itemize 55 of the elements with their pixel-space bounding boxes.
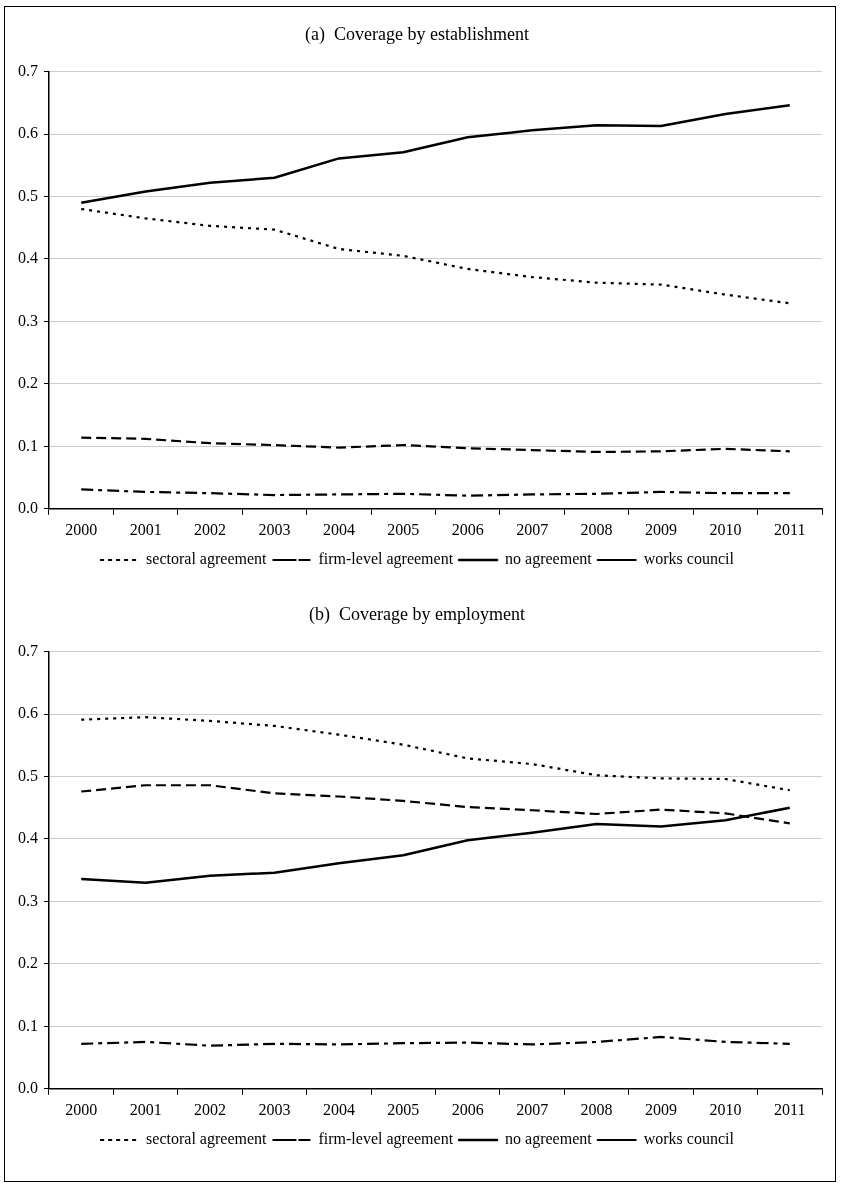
x-tick-label: 2008 — [580, 1100, 613, 1118]
legend-label: sectoral agreement — [146, 550, 268, 569]
y-tick-label: 0.1 — [18, 1016, 38, 1034]
legend-label: sectoral agreement — [146, 1130, 268, 1149]
y-tick-label: 0.0 — [18, 1079, 38, 1096]
x-tick-label: 2006 — [451, 1100, 484, 1118]
x-tick-label: 2011 — [774, 1100, 806, 1118]
x-tick-label: 2005 — [387, 520, 420, 538]
x-tick-label: 2010 — [709, 520, 742, 538]
x-tick-label: 2006 — [451, 520, 484, 538]
y-tick-label: 0.5 — [18, 186, 38, 204]
line-series — [80, 716, 791, 792]
y-tick-label: 0.6 — [18, 704, 38, 722]
line-series — [80, 488, 791, 497]
x-tick-label: 2007 — [516, 520, 549, 538]
y-tick-label: 0.2 — [18, 374, 38, 392]
x-tick-label: 2003 — [258, 1100, 291, 1118]
legend-label: no agreement — [505, 1130, 593, 1149]
chart-title: (a) Coverage by establishment — [305, 23, 529, 45]
y-tick-label: 0.7 — [18, 61, 38, 79]
line-series — [80, 1035, 791, 1047]
x-tick-label: 2000 — [65, 520, 98, 538]
y-tick-label: 0.1 — [18, 436, 38, 454]
legend-label: works council — [643, 1130, 735, 1148]
x-tick-label: 2002 — [194, 1100, 227, 1118]
y-tick-label: 0.2 — [18, 954, 38, 972]
x-tick-label: 2005 — [387, 1100, 420, 1118]
x-tick-label: 2000 — [65, 1100, 98, 1118]
x-tick-label: 2009 — [644, 520, 677, 538]
y-tick-label: 0.4 — [18, 829, 38, 847]
y-tick-label: 0.0 — [18, 499, 38, 516]
y-tick-label: 0.4 — [18, 249, 38, 267]
y-tick-label: 0.3 — [18, 891, 38, 909]
line-series — [80, 436, 791, 454]
legend-label: firm-level agreement — [318, 550, 454, 569]
line-series — [80, 207, 791, 305]
x-tick-label: 2011 — [774, 520, 806, 538]
legend-label: firm-level agreement — [318, 1130, 454, 1149]
x-tick-label: 2008 — [580, 520, 613, 538]
y-tick-label: 0.5 — [18, 766, 38, 784]
legend-label: works council — [643, 550, 735, 568]
x-tick-label: 2003 — [258, 520, 291, 538]
x-tick-label: 2004 — [322, 1100, 355, 1118]
legend-label: no agreement — [505, 550, 593, 569]
y-tick-label: 0.3 — [18, 311, 38, 329]
chart-title: (b) Coverage by employment — [309, 603, 525, 625]
y-tick-label: 0.7 — [18, 641, 38, 659]
y-tick-label: 0.6 — [18, 124, 38, 142]
x-tick-label: 2001 — [129, 1100, 162, 1118]
x-tick-label: 2009 — [644, 1100, 677, 1118]
x-tick-label: 2001 — [129, 520, 162, 538]
x-tick-label: 2010 — [709, 1100, 742, 1118]
x-tick-label: 2007 — [516, 1100, 549, 1118]
x-tick-label: 2004 — [322, 520, 355, 538]
x-tick-label: 2002 — [194, 520, 227, 538]
